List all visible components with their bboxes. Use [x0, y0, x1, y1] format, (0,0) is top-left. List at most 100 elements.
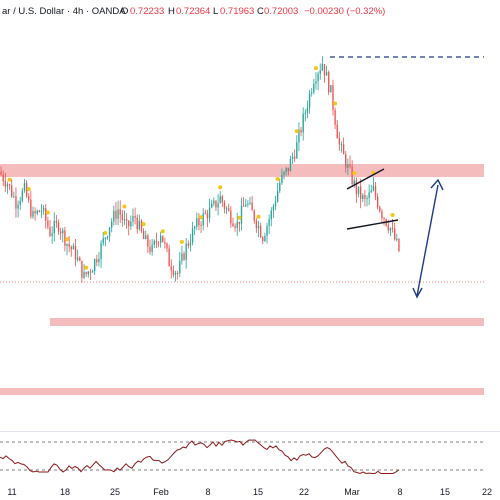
candle-body — [345, 154, 347, 168]
candle-body — [19, 200, 21, 205]
candle-body — [113, 210, 115, 222]
candle-body — [174, 272, 177, 275]
candle-body — [381, 211, 383, 219]
candle-body — [353, 180, 355, 185]
candle-body — [219, 196, 221, 204]
candle-body — [11, 185, 13, 197]
candle-body — [179, 260, 181, 274]
candle-body — [100, 243, 102, 260]
x-tick-label: 25 — [110, 487, 120, 497]
candle-body — [374, 186, 377, 197]
candle-body — [15, 196, 17, 209]
candle-body — [200, 224, 202, 226]
candle-body — [153, 241, 155, 245]
low-value: 0.71963 — [220, 6, 255, 17]
open-label: O — [121, 6, 129, 17]
projection-arrow-line — [416, 184, 439, 297]
candle-body — [362, 195, 364, 199]
candle-body — [17, 204, 19, 209]
candle-body — [66, 244, 68, 246]
candle-body — [149, 246, 151, 252]
candle-body — [287, 167, 289, 172]
candle-body — [8, 184, 11, 186]
candle-body — [357, 186, 360, 195]
candle-body — [230, 210, 232, 224]
candle-body — [0, 171, 2, 175]
candle-body — [159, 235, 162, 243]
candle-body — [91, 271, 94, 273]
candle-body — [306, 107, 309, 113]
candle-body — [342, 144, 345, 155]
candle-body — [268, 219, 270, 226]
candle-body — [145, 235, 147, 240]
signal-dots-group — [7, 66, 395, 270]
candle-body — [108, 227, 111, 237]
candle-body — [247, 203, 249, 205]
candle-body — [134, 215, 136, 218]
candle-body — [42, 208, 45, 211]
candle-body — [62, 230, 64, 234]
candle-body — [398, 238, 400, 251]
candle-body — [206, 213, 209, 219]
candle-body — [172, 270, 175, 275]
price-chart[interactable] — [0, 0, 500, 430]
candle-body — [36, 210, 38, 214]
candle-body — [228, 208, 230, 211]
signal-dot — [65, 237, 70, 242]
wedge-lower-line — [346, 219, 399, 230]
candle-body — [176, 272, 179, 274]
oscillator-line — [0, 439, 400, 475]
candle-body — [198, 218, 200, 225]
signal-dot — [333, 101, 338, 106]
candle-body — [40, 210, 43, 212]
change-value: −0.00230 (−0.32%) — [304, 6, 386, 17]
candle-body — [368, 192, 370, 199]
candle-body — [274, 201, 277, 207]
signal-dot — [199, 215, 204, 220]
oscillator-pane[interactable] — [0, 432, 500, 480]
candle-body — [38, 210, 41, 212]
candle-body — [240, 205, 243, 224]
candle-body — [364, 195, 366, 199]
candle-body — [128, 220, 130, 227]
candle-body — [6, 184, 9, 187]
candle-body — [359, 186, 362, 199]
pane-separator[interactable] — [0, 431, 500, 432]
candle-body — [281, 174, 283, 184]
candle-body — [272, 206, 275, 211]
candle-body — [85, 272, 87, 275]
candle-body — [349, 164, 351, 167]
candle-body — [315, 81, 317, 84]
x-tick-label: 8 — [205, 487, 210, 497]
high-label: H — [168, 6, 175, 17]
signal-dot — [45, 210, 50, 215]
candle-body — [45, 208, 47, 221]
candle-body — [232, 223, 234, 227]
signal-dot — [122, 204, 127, 209]
candle-body — [245, 204, 247, 207]
high-value: 0.72364 — [176, 6, 211, 17]
candle-body — [106, 236, 109, 238]
candle-body — [332, 85, 334, 110]
candle-body — [211, 203, 213, 208]
candle-body — [259, 225, 262, 238]
symbol-title: ar / U.S. Dollar · 4h · OANDA — [2, 6, 126, 17]
candle-body — [25, 183, 28, 197]
candle-body — [283, 172, 285, 175]
x-tick-label: Mar — [344, 487, 360, 497]
x-tick-label: 11 — [7, 487, 16, 497]
candle-body — [276, 191, 279, 202]
candle-body — [328, 72, 330, 93]
signal-dot — [141, 222, 146, 227]
candle-body — [396, 238, 398, 240]
candle-body — [221, 196, 224, 203]
candle-body — [255, 220, 258, 229]
signal-dot — [313, 66, 318, 71]
time-axis[interactable]: 11 18 25 Feb 8 15 22 Mar 8 15 22 — [0, 482, 500, 500]
candle-body — [111, 221, 113, 228]
candle-body — [262, 237, 264, 242]
candle-body — [336, 124, 338, 139]
candle-body — [162, 235, 164, 242]
candle-body — [213, 200, 215, 204]
candle-body — [96, 259, 98, 263]
